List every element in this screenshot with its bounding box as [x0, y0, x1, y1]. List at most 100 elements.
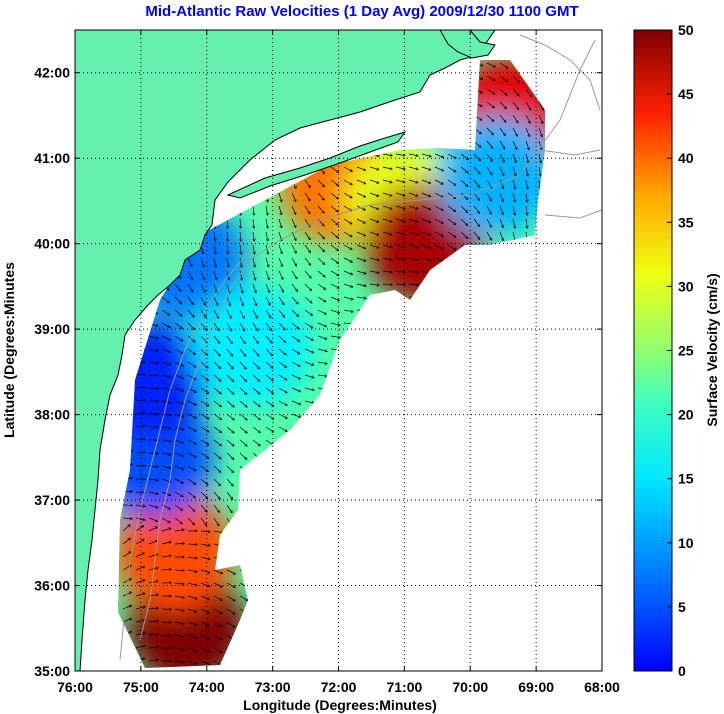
velocity-arrow [174, 426, 184, 430]
velocity-arrow [304, 374, 314, 378]
velocity-arrow [161, 622, 171, 623]
velocity-arrow [213, 296, 218, 305]
velocity-arrow [317, 283, 325, 289]
velocity-arrow [317, 361, 327, 364]
velocity-arrow [174, 465, 183, 470]
velocity-arrow [187, 322, 194, 329]
velocity-arrow [460, 179, 468, 186]
velocity-arrow [265, 374, 273, 381]
velocity-arrow [200, 426, 209, 432]
velocity-arrow [240, 231, 241, 241]
velocity-arrow [434, 153, 443, 157]
velocity-arrow [253, 205, 254, 215]
colorbar-tick-label: 35 [678, 214, 694, 230]
velocity-arrow [239, 296, 243, 305]
velocity-arrow [526, 218, 527, 228]
velocity-arrow [408, 284, 418, 285]
velocity-arrow [512, 140, 517, 149]
velocity-arrow [512, 75, 519, 82]
velocity-arrow [213, 647, 222, 653]
velocity-arrow [226, 582, 235, 587]
velocity-arrow [356, 192, 365, 197]
long-island [226, 131, 407, 199]
velocity-arrow [187, 660, 197, 664]
velocity-arrow [174, 583, 184, 584]
velocity-arrow [227, 218, 228, 228]
velocity-arrow [304, 192, 310, 201]
velocity-arrow [174, 309, 182, 316]
velocity-arrow [187, 283, 193, 292]
velocity-arrow [252, 374, 260, 381]
velocity-arrow [291, 283, 297, 291]
velocity-arrow [252, 270, 255, 280]
velocity-arrow [122, 518, 132, 519]
velocity-arrow [135, 567, 144, 571]
velocity-arrow [473, 179, 480, 187]
velocity-arrow [278, 218, 282, 228]
velocity-arrow [135, 413, 145, 414]
velocity-arrow [499, 166, 504, 175]
velocity-arrow [213, 439, 221, 446]
velocity-arrow [499, 205, 503, 215]
velocity-arrow [356, 244, 365, 248]
velocity-arrow [421, 205, 430, 210]
velocity-arrow [239, 595, 248, 601]
velocity-arrow [434, 192, 443, 197]
velocity-arrow [148, 362, 158, 363]
velocity-arrow [226, 452, 234, 459]
velocity-arrow [239, 426, 247, 433]
velocity-arrow [278, 361, 286, 367]
velocity-arrow [187, 504, 195, 511]
velocity-arrow [382, 244, 392, 247]
velocity-arrow [499, 88, 507, 95]
velocity-arrow [135, 593, 145, 597]
velocity-arrow [330, 322, 340, 325]
velocity-arrow [265, 426, 274, 432]
velocity-arrow [174, 400, 184, 404]
velocity-arrow [161, 348, 170, 352]
x-tick-label: 71:00 [386, 679, 422, 695]
velocity-arrow [486, 153, 492, 161]
velocity-arrow [239, 257, 242, 267]
velocity-arrow [408, 231, 418, 235]
velocity-arrow [382, 166, 392, 169]
velocity-arrow [187, 647, 197, 651]
velocity-arrow [317, 322, 326, 327]
velocity-arrow [395, 231, 405, 235]
velocity-arrow [239, 361, 246, 369]
velocity-arrow [408, 179, 418, 183]
velocity-arrow [213, 608, 222, 614]
velocity-arrow [369, 218, 378, 222]
velocity-arrow [174, 361, 183, 366]
velocity-arrow [239, 270, 242, 280]
velocity-arrow [200, 296, 205, 305]
velocity-arrow [395, 153, 405, 156]
velocity-arrow [187, 621, 197, 625]
velocity-arrow [434, 231, 443, 236]
velocity-arrow [304, 387, 314, 390]
velocity-arrow [291, 400, 300, 404]
velocity-arrow [161, 452, 171, 455]
velocity-arrow [421, 192, 430, 196]
velocity-arrow [135, 553, 144, 558]
velocity-arrow [122, 552, 131, 558]
velocity-arrow [239, 283, 243, 293]
velocity-arrow [226, 413, 234, 420]
velocity-arrow [200, 491, 207, 498]
velocity-arrow [226, 387, 234, 394]
velocity-arrow [200, 257, 204, 267]
velocity-arrow [434, 179, 443, 184]
y-tick-label: 40:00 [34, 236, 70, 252]
velocity-arrow [148, 453, 158, 454]
velocity-arrow [330, 231, 338, 238]
colorbar-tick-label: 15 [678, 471, 694, 487]
velocity-arrow [187, 595, 197, 599]
velocity-arrow [460, 205, 467, 212]
velocity-arrow [525, 101, 531, 110]
velocity-arrow [213, 426, 221, 432]
velocity-arrow [343, 179, 352, 185]
velocity-arrow [213, 530, 223, 533]
velocity-arrow [395, 218, 405, 222]
velocity-arrow [278, 244, 282, 254]
velocity-arrow [161, 426, 171, 429]
